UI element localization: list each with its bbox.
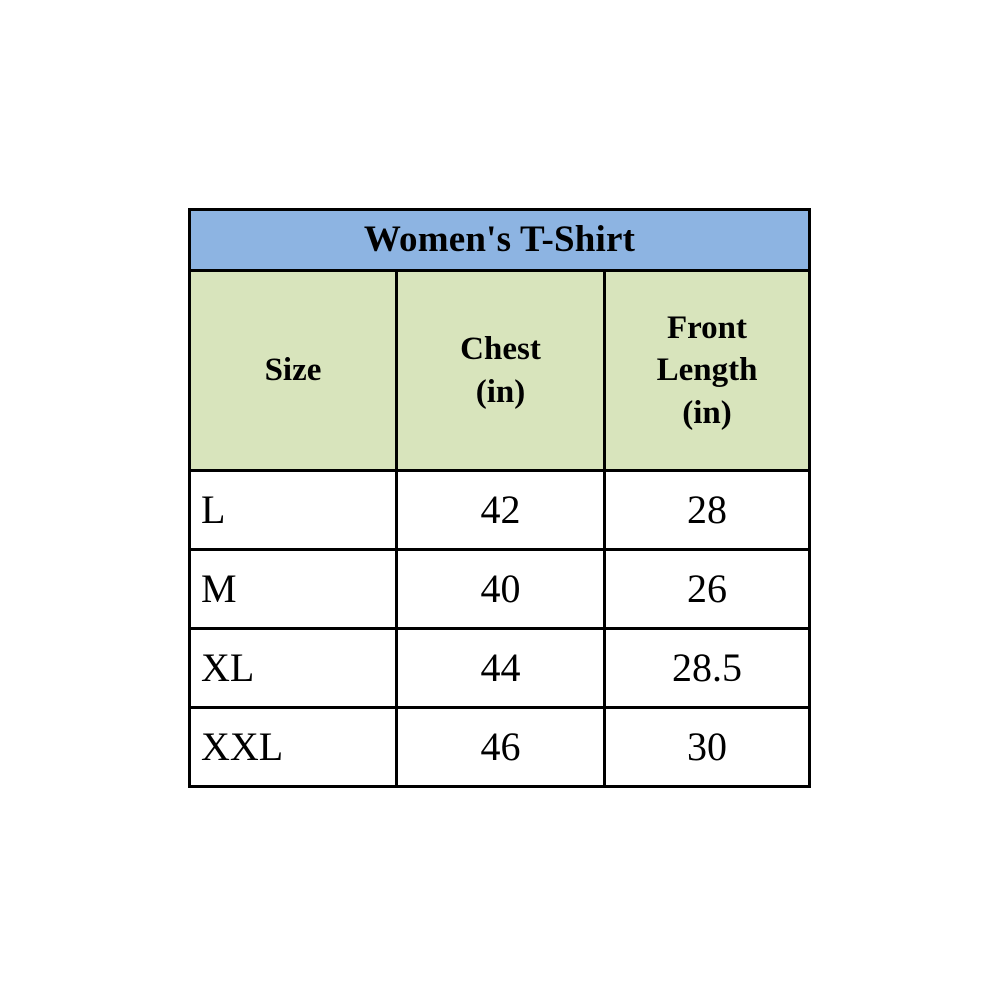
cell-size: XL	[188, 627, 398, 709]
column-header-front-length: Front Length (in)	[602, 269, 812, 472]
chart-title: Women's T-Shirt	[187, 208, 812, 272]
cell-front-length: 30	[602, 706, 812, 788]
cell-chest: 46	[395, 706, 606, 788]
table-row: M 40 26	[188, 548, 812, 630]
cell-chest: 42	[395, 469, 606, 551]
cell-front-length: 28	[602, 469, 812, 551]
column-header-chest: Chest (in)	[395, 269, 606, 472]
cell-size: L	[188, 469, 398, 551]
cell-chest: 40	[395, 548, 606, 630]
table-row: XL 44 28.5	[188, 627, 812, 709]
size-chart-header: Women's T-Shirt Size Chest (in) Front Le…	[187, 208, 812, 472]
cell-size: XXL	[188, 706, 398, 788]
column-header-size-line-1: Size	[264, 352, 322, 389]
column-header-front-length-line-2: Length	[656, 352, 758, 389]
column-header-chest-line-2: (in)	[475, 373, 526, 410]
cell-front-length: 26	[602, 548, 812, 630]
column-header-row: Size Chest (in) Front Length (in)	[188, 269, 812, 472]
column-header-front-length-line-3: (in)	[682, 394, 732, 431]
cell-chest: 44	[395, 627, 606, 709]
column-header-chest-line-1: Chest	[460, 331, 541, 368]
cell-size: M	[188, 548, 398, 630]
cell-front-length: 28.5	[602, 627, 812, 709]
table-row: XXL 46 30	[188, 706, 812, 788]
size-chart-body: L 42 28 M 40 26 XL 44 28.5 XXL 46 30	[188, 469, 812, 788]
column-header-size: Size	[188, 269, 398, 472]
table-row: L 42 28	[188, 469, 812, 551]
chart-title-row: Women's T-Shirt	[187, 208, 812, 272]
size-chart-table: Women's T-Shirt Size Chest (in) Front Le…	[187, 208, 812, 788]
column-header-front-length-line-1: Front	[666, 310, 748, 347]
